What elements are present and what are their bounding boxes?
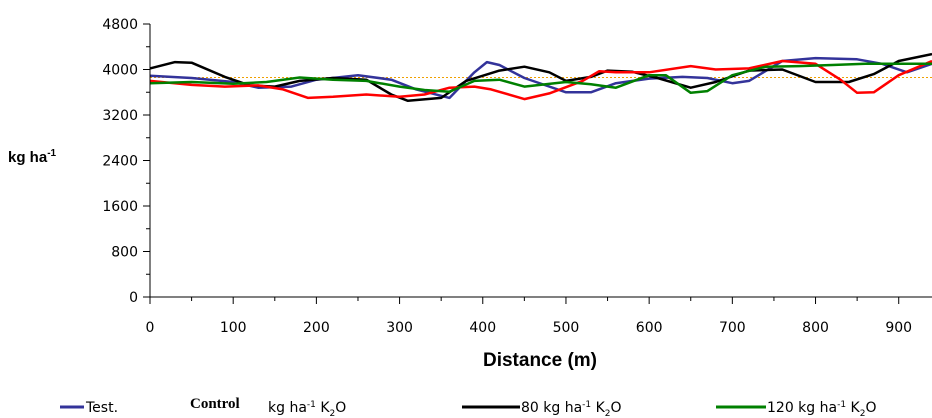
- legend-label-80: 80 kg ha-1 K2O: [521, 400, 622, 418]
- series-line-3: [149, 59, 932, 101]
- x-tick-label: 500: [553, 320, 580, 336]
- legend-label-test: Test.: [85, 400, 118, 416]
- legend-item-control: Test. Control kg ha-1 K2O: [60, 396, 346, 418]
- y-tick-label: 2400: [102, 154, 138, 170]
- y-axis: 0 800 1600 2400 3200 4000 4800: [102, 17, 151, 306]
- legend: Test. Control kg ha-1 K2O 80 kg ha-1 K2O…: [60, 396, 876, 418]
- y-tick-label: 3200: [102, 108, 138, 124]
- legend-label-control: Control: [190, 396, 240, 412]
- x-tick-label: 0: [146, 320, 155, 336]
- x-tick-label: 300: [386, 320, 413, 336]
- y-tick-label: 4000: [102, 63, 138, 79]
- x-tick-label: 700: [719, 320, 746, 336]
- legend-label-control-unit: kg ha-1 K2O: [268, 400, 346, 418]
- x-tick-label: 800: [802, 320, 829, 336]
- plot-area: [149, 52, 932, 103]
- x-tick-label: 900: [885, 320, 912, 336]
- x-tick-label: 600: [636, 320, 663, 336]
- y-tick-label: 4800: [102, 17, 138, 33]
- legend-item-120: 120 kg ha-1 K2O: [716, 400, 876, 418]
- series-line-4: [149, 62, 932, 95]
- x-axis: 0 100 200 300 400 500 600 700 800 900: [146, 296, 932, 336]
- legend-item-80: 80 kg ha-1 K2O: [462, 400, 622, 418]
- x-tick-label: 400: [469, 320, 496, 336]
- x-tick-label: 200: [303, 320, 330, 336]
- x-axis-title: Distance (m): [483, 350, 597, 371]
- y-axis-title: kg ha-1: [8, 148, 57, 166]
- y-tick-label: 800: [111, 245, 138, 261]
- y-tick-label: 0: [129, 290, 138, 306]
- x-tick-label: 100: [220, 320, 247, 336]
- legend-label-120: 120 kg ha-1 K2O: [767, 400, 876, 418]
- y-tick-label: 1600: [102, 199, 138, 215]
